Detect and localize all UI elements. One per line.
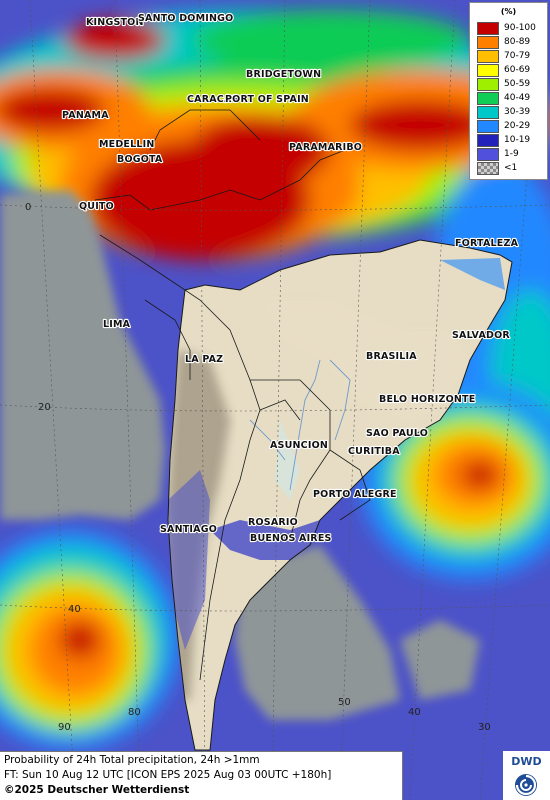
legend-row: 70-79: [477, 50, 547, 63]
city-kingston: KINGSTON: [86, 17, 144, 28]
lat-label-20: 20: [38, 402, 51, 413]
dwd-swirl-icon: [515, 774, 537, 796]
city-labels: KINGSTON SANTO DOMINGO BRIDGETOWN CARACA…: [61, 12, 520, 545]
lon-label-40: 40: [408, 707, 421, 718]
legend-label: 10-19: [504, 135, 531, 145]
city-quito: QUITO: [79, 201, 114, 212]
legend-label: 80-89: [504, 37, 531, 47]
city-porto-alegre: PORTO ALEGRE: [313, 489, 397, 500]
legend-swatch: [477, 36, 499, 49]
city-bridgetown: BRIDGETOWN: [246, 69, 321, 80]
legend-swatch: [477, 162, 499, 175]
legend-swatch: [477, 50, 499, 63]
city-curitiba: CURITIBA: [348, 446, 400, 457]
caption-copyright: ©2025 Deutscher Wetterdienst: [4, 784, 190, 796]
lon-label-80: 80: [128, 707, 141, 718]
city-la-paz: LA PAZ: [185, 354, 223, 365]
legend-row: 30-39: [477, 106, 547, 119]
city-santo-domingo: SANTO DOMINGO: [138, 13, 233, 24]
legend-row: 60-69: [477, 64, 547, 77]
city-bogota: BOGOTA: [117, 154, 163, 165]
legend-label: 60-69: [504, 65, 531, 75]
legend-swatch: [477, 92, 499, 105]
footer-caption: Probability of 24h Total precipitation, …: [0, 751, 403, 800]
city-rosario: ROSARIO: [248, 517, 298, 528]
grid-labels: 0 20 40 90 80 50 40 30: [25, 202, 491, 733]
legend-label: 90-100: [504, 23, 536, 33]
city-paramaribo: PARAMARIBO: [289, 142, 362, 153]
country-borders: [94, 109, 371, 681]
legend-row: 20-29: [477, 120, 547, 133]
dwd-logo: DWD: [503, 751, 550, 800]
legend-label: 1-9: [504, 149, 519, 159]
legend-label: 70-79: [504, 51, 531, 61]
legend-swatch: [477, 78, 499, 91]
legend-row: 40-49: [477, 92, 547, 105]
legend-label: 20-29: [504, 121, 531, 131]
lat-label-40: 40: [68, 604, 81, 615]
legend-label: 30-39: [504, 107, 531, 117]
legend-unit: (%): [500, 7, 517, 16]
legend-swatch: [477, 106, 499, 119]
legend-row: 1-9: [477, 148, 547, 161]
city-lima: LIMA: [103, 319, 131, 330]
dwd-logo-text: DWD: [511, 755, 542, 768]
city-caracas: CARACAS: [187, 94, 239, 105]
caption-title: Probability of 24h Total precipitation, …: [4, 754, 260, 766]
legend-row: 50-59: [477, 78, 547, 91]
legend-row: 10-19: [477, 134, 547, 147]
legend-label: 50-59: [504, 79, 531, 89]
legend-row: <1: [477, 162, 547, 175]
terrain-relief: [168, 258, 505, 700]
legend-swatch: [477, 148, 499, 161]
legend-swatch: [477, 134, 499, 147]
dry-ocean: [0, 190, 480, 720]
legend-row: 80-89: [477, 36, 547, 49]
legend: (%) 90-100 80-89 70-79 60-69 50-59 40-49 30-39…: [469, 2, 548, 180]
city-buenos-aires: BUENOS AIRES: [250, 533, 332, 544]
legend-label: <1: [504, 163, 518, 173]
lat-label-0: 0: [25, 202, 31, 213]
city-port-of-spain: PORT OF SPAIN: [225, 94, 309, 105]
city-medellin: MEDELLIN: [99, 139, 155, 150]
legend-swatch: [477, 64, 499, 77]
lon-label-50: 50: [338, 697, 351, 708]
city-panama: PANAMA: [62, 110, 109, 121]
legend-swatch: [477, 22, 499, 35]
lon-label-90: 90: [58, 722, 71, 733]
city-asuncion: ASUNCION: [270, 440, 328, 451]
lon-label-30: 30: [478, 722, 491, 733]
city-belo-horizonte: BELO HORIZONTE: [379, 394, 475, 405]
city-brasilia: BRASILIA: [366, 351, 417, 362]
city-fortaleza: FORTALEZA: [455, 238, 519, 249]
legend-row: 90-100: [477, 22, 547, 35]
legend-swatch: [477, 120, 499, 133]
caption-forecast-time: FT: Sun 10 Aug 12 UTC [ICON EPS 2025 Aug…: [4, 769, 332, 781]
city-salvador: SALVADOR: [452, 330, 510, 341]
legend-label: 40-49: [504, 93, 531, 103]
rivers: [249, 359, 351, 491]
city-santiago: SANTIAGO: [160, 524, 217, 535]
city-sao-paulo: SAO PAULO: [366, 428, 428, 439]
